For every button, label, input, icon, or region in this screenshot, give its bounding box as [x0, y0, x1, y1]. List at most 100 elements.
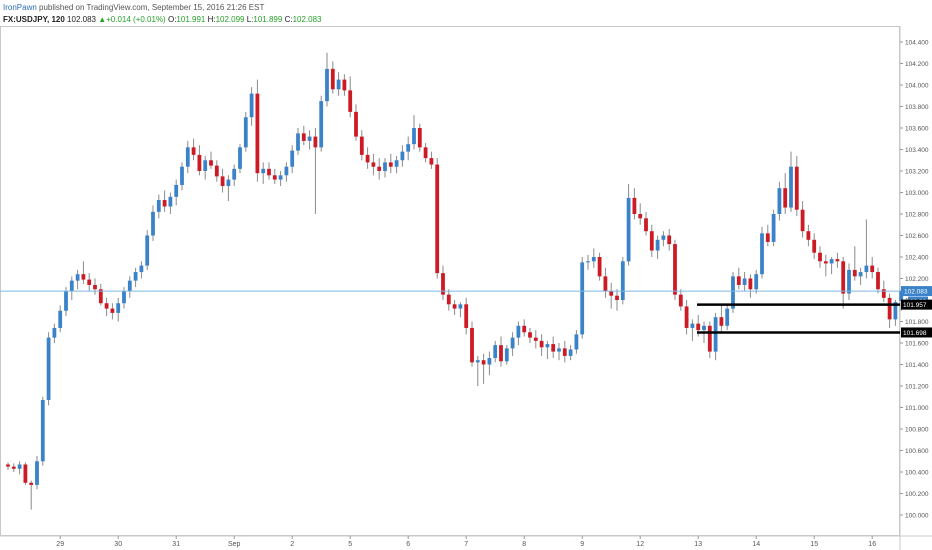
candle-bear [301, 125, 306, 146]
symbol-label[interactable]: FX:USDJPY, 120 [3, 15, 65, 24]
candle-bull [383, 158, 387, 178]
candle-body [557, 348, 561, 352]
candle-bear [533, 330, 538, 349]
candle-bull [713, 312, 718, 361]
y-tick-label: 104.400 [905, 40, 929, 47]
candle-body [267, 168, 271, 176]
candle-body [725, 308, 730, 326]
candle-body [388, 162, 393, 167]
candle-bull [586, 254, 590, 270]
candle-body [46, 337, 51, 400]
candle-body [383, 162, 387, 171]
candle-bull [40, 396, 45, 466]
candle-bull [655, 235, 660, 260]
candle-bear [678, 289, 683, 311]
candle-body [284, 166, 289, 176]
candle-bull [325, 52, 329, 107]
candle-bear [214, 160, 219, 182]
candle-bear [719, 304, 724, 333]
candle-bear [499, 336, 503, 367]
candle-body [870, 265, 875, 273]
candle-body [64, 291, 68, 311]
candle-body [516, 325, 521, 338]
candle-body [452, 304, 457, 309]
y-tick-label: 102.800 [905, 212, 929, 219]
candle-bull [406, 136, 411, 161]
x-tick-label: Sep [228, 541, 241, 548]
candle-body [232, 168, 237, 180]
x-tick-label: 7 [464, 541, 468, 548]
y-tick-label: 102.400 [905, 255, 929, 262]
candle-bull [232, 164, 237, 187]
candle-bear [435, 158, 440, 279]
candle-bear [464, 297, 469, 335]
author-link[interactable]: IronPawn [3, 3, 37, 12]
candle-bull [278, 171, 283, 187]
candle-bear [23, 462, 28, 485]
candle-bear [673, 239, 677, 300]
y-tick-label: 102.600 [905, 233, 929, 240]
candle-body [133, 272, 138, 281]
price-chart[interactable]: 100.000 100.200 100.400 100.600 100.800 101.0… [0, 26, 932, 550]
candle-bear [783, 173, 788, 214]
candle-bear [98, 283, 103, 306]
candle-body [510, 337, 515, 349]
candle-body [325, 68, 329, 102]
candle-body [104, 303, 109, 309]
candle-bull [557, 343, 561, 361]
candle-bull [394, 155, 399, 174]
candle-bear [794, 155, 799, 217]
candle-body [499, 345, 503, 362]
candle-bull [591, 248, 596, 268]
candle-body [835, 259, 840, 262]
candle-body [551, 344, 556, 352]
y-axis: 100.000 100.200 100.400 100.600 100.800 101.0… [900, 40, 929, 520]
candle-bull [829, 257, 834, 275]
candle-body [58, 310, 63, 328]
candle-body [504, 348, 509, 362]
candle-body [464, 304, 469, 328]
candle-bear [29, 480, 34, 510]
candle-body [690, 323, 695, 328]
candle-bull [777, 181, 782, 221]
candle-body [603, 276, 608, 292]
candle-body [626, 197, 631, 262]
candle-bear [87, 273, 92, 292]
candle-body [841, 261, 846, 294]
candle-body [858, 272, 863, 277]
candle-body [261, 168, 266, 174]
candle-bull [17, 461, 22, 475]
candle-bear [255, 79, 260, 182]
candle-bull [249, 87, 254, 126]
candle-bull [412, 115, 416, 150]
candle-body [806, 231, 811, 240]
candle-bear [272, 168, 277, 184]
x-tick-label: 12 [636, 541, 644, 548]
candle-body [789, 166, 793, 208]
candle-body [98, 289, 103, 304]
y-tick-label: 100.600 [905, 448, 929, 455]
candle-bull [35, 455, 39, 490]
candle-body [528, 332, 532, 338]
candle-body [203, 160, 208, 171]
y-tick-label: 100.000 [905, 513, 929, 520]
candle-body [568, 349, 573, 356]
candle-bull [139, 261, 144, 279]
candle-body [678, 294, 683, 307]
candle-bull [296, 128, 300, 155]
candle-body [823, 261, 828, 264]
candle-bull [487, 351, 492, 376]
candle-bear [209, 151, 213, 169]
candle-body [342, 79, 347, 91]
candle-body [377, 166, 382, 171]
candle-body [765, 233, 770, 242]
y-tick-label: 100.400 [905, 470, 929, 477]
candle-body [638, 214, 643, 219]
candle-bear [267, 162, 271, 180]
candle-bear [870, 257, 875, 279]
candle-bull [516, 321, 521, 346]
candle-bear [110, 303, 115, 320]
candle-body [615, 295, 619, 300]
candle-bull [203, 155, 208, 180]
